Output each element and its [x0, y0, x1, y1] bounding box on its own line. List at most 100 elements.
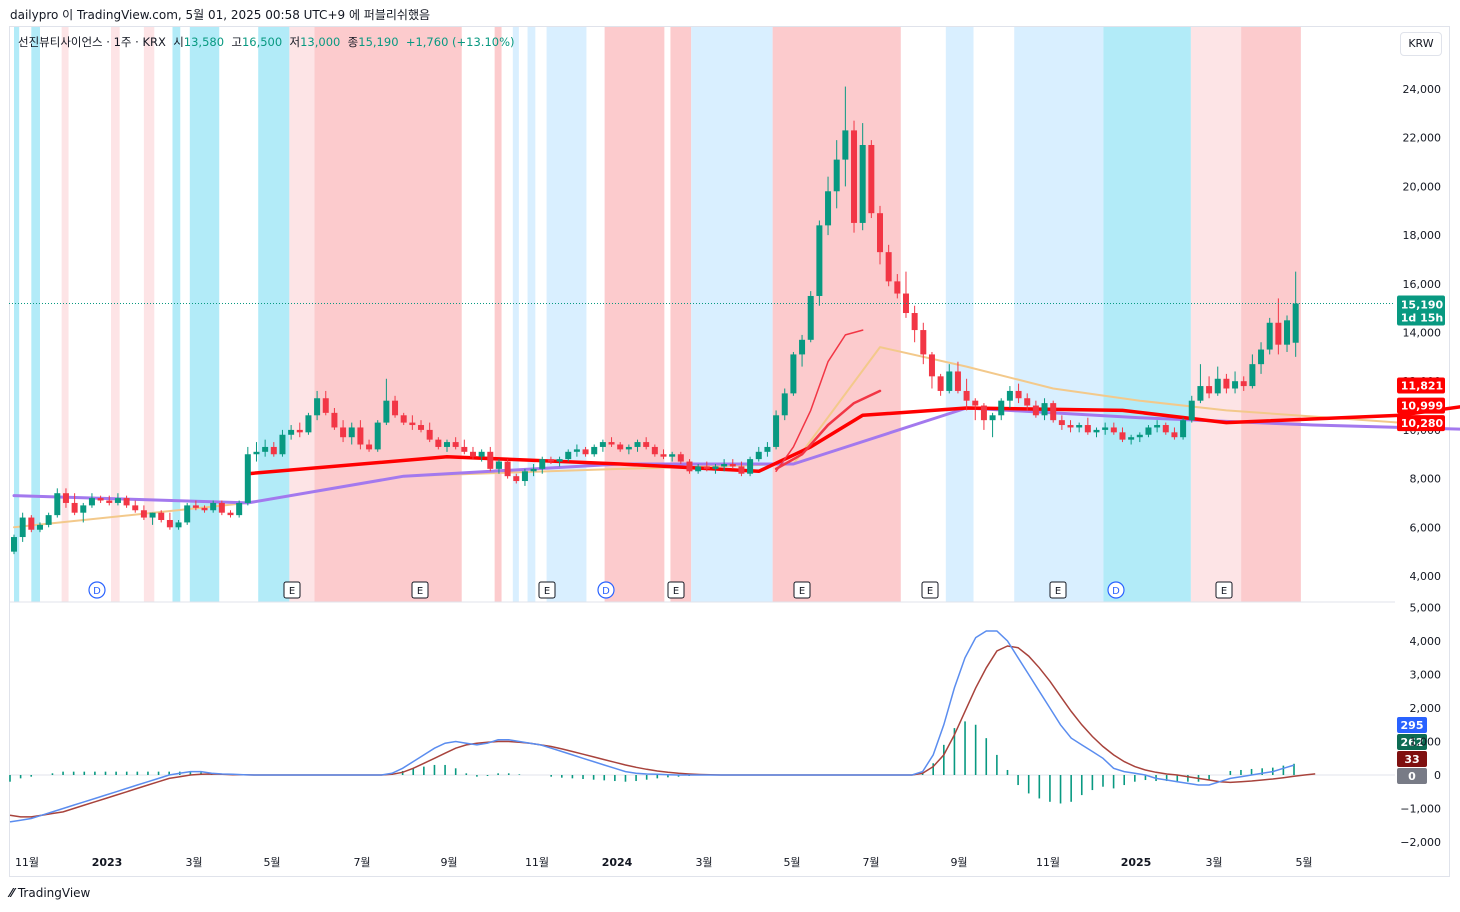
candle: [573, 444, 580, 457]
time-axis-label: 7월: [862, 856, 879, 869]
candle: [1171, 427, 1178, 440]
background-band: [289, 27, 315, 602]
candle: [1050, 400, 1057, 423]
candle: [1214, 366, 1221, 396]
candle: [314, 390, 321, 421]
candle: [963, 378, 970, 411]
earnings-marker-label: E: [1221, 586, 1227, 597]
candle-body: [236, 502, 243, 516]
candle: [877, 205, 883, 265]
candle-body: [677, 454, 684, 462]
candle-body: [972, 400, 979, 406]
candle: [435, 437, 442, 450]
price-axis-label: 22,000: [1403, 132, 1442, 145]
candle: [1128, 434, 1135, 445]
candle-body: [1058, 420, 1065, 426]
tradingview-brand[interactable]: ⁄⁄ TradingView: [10, 886, 90, 900]
candle: [513, 473, 520, 484]
background-band: [670, 27, 692, 602]
candle: [1110, 422, 1117, 435]
candle: [686, 459, 693, 474]
candle: [1162, 422, 1169, 435]
candle-body: [643, 442, 650, 447]
candle-body: [686, 461, 693, 472]
candle: [1292, 271, 1299, 357]
candle-body: [591, 446, 598, 455]
candle: [71, 493, 78, 516]
time-axis-label: 9월: [950, 856, 967, 869]
ma-price-tag-value: 11,821: [1401, 380, 1443, 393]
background-band: [772, 27, 901, 602]
ma-price-tag-value: 10,999: [1401, 400, 1443, 413]
candle: [478, 449, 485, 462]
candle: [19, 512, 26, 542]
candle: [980, 403, 987, 430]
open-value: 13,580: [183, 35, 225, 49]
candle: [1180, 417, 1187, 440]
candle: [556, 456, 563, 467]
candle-body: [954, 371, 961, 391]
candle-body: [608, 442, 615, 445]
candle: [218, 500, 225, 516]
candle-body: [123, 498, 130, 506]
candle: [409, 415, 416, 430]
candle-body: [1284, 320, 1291, 345]
candle: [911, 305, 918, 343]
candle: [1093, 427, 1100, 438]
chart-frame[interactable]: [9, 26, 1450, 877]
candle: [1275, 298, 1282, 355]
macd-axis-label: 5,000: [1410, 602, 1442, 615]
candle-body: [1084, 425, 1091, 433]
candle-body: [140, 510, 147, 518]
axes: 24,00022,00020,00018,00016,00014,00012,0…: [9, 83, 1445, 869]
candle: [1154, 420, 1161, 433]
background-band: [494, 27, 502, 602]
candle: [288, 425, 295, 440]
candle-body: [703, 466, 710, 469]
currency-button[interactable]: KRW: [1400, 32, 1442, 56]
macd-axis-label: −1,000: [1400, 803, 1441, 816]
candle-body: [902, 293, 909, 314]
candle: [1258, 342, 1265, 374]
candle-body: [435, 439, 442, 447]
candle: [452, 437, 459, 450]
earnings-marker-label: E: [289, 586, 295, 597]
candle: [36, 522, 43, 533]
candle: [773, 410, 780, 450]
candle-body: [1128, 437, 1135, 440]
candle-body: [184, 505, 191, 523]
candle-body: [210, 502, 217, 511]
close-label: 종: [347, 35, 359, 49]
candle-body: [980, 405, 987, 421]
candle: [634, 439, 641, 452]
candle: [149, 512, 156, 525]
dividend-marker-circle: [88, 581, 106, 599]
tradingview-logo-icon: ⁄⁄: [10, 886, 15, 900]
ma-price-tag-value: 10,280: [1401, 417, 1444, 430]
candle: [62, 488, 69, 508]
candle: [842, 86, 849, 187]
price-axis-label: 8,000: [1410, 473, 1442, 486]
candle-body: [400, 415, 407, 423]
candle-body: [989, 415, 996, 421]
background-band: [1241, 27, 1301, 602]
macd-axis-label: 2,000: [1410, 702, 1442, 715]
candle-body: [288, 429, 295, 435]
candle-body: [418, 425, 425, 430]
candle: [348, 422, 355, 445]
high-label: 고: [231, 35, 242, 49]
dividend-marker-circle: [597, 581, 615, 599]
last-price-tag: [1397, 295, 1445, 326]
earnings-marker: E: [667, 581, 685, 599]
candle: [175, 519, 182, 530]
candle-body: [842, 130, 849, 160]
candle-body: [28, 517, 35, 530]
candle: [859, 123, 866, 231]
candle: [374, 420, 381, 452]
candle: [677, 451, 684, 464]
candle-body: [366, 444, 373, 450]
candle: [1015, 383, 1022, 404]
macd-axis-label: 0: [1434, 769, 1441, 782]
candle-body: [547, 459, 554, 462]
